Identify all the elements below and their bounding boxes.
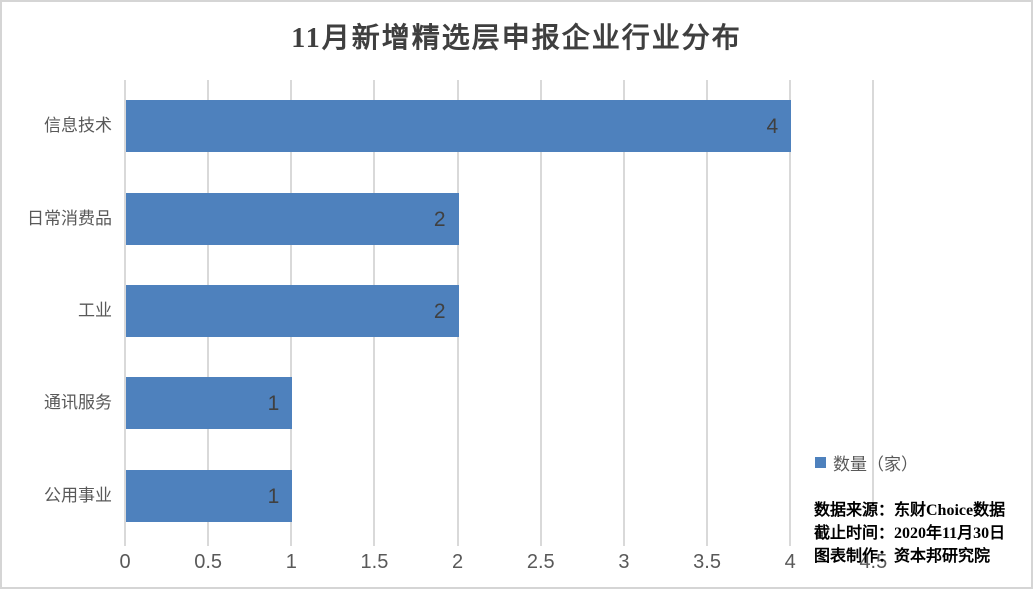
legend: 数量（家） (815, 450, 918, 475)
gridline (622, 80, 625, 546)
bar (126, 285, 459, 337)
footnote-line-author: 图表制作：资本邦研究院 (814, 548, 991, 565)
footnote-background (808, 505, 1010, 575)
legend-marker-icon (815, 457, 826, 468)
x-tick-label: 4 (784, 551, 796, 573)
chart-title: 11月新增精选层申报企业行业分布 (291, 23, 742, 54)
x-tick-label: 4.5 (859, 551, 888, 573)
footnote-line-source: 数据来源：东财Choice数据 (814, 502, 1006, 519)
gridline (124, 80, 126, 546)
category-label: 日常消费品 (27, 208, 112, 228)
x-tick-label: 2 (452, 551, 464, 573)
x-tick-label: 0 (119, 551, 131, 573)
gridline (539, 80, 542, 546)
footnote-line-date: 截止时间：2020年11月30日 (814, 525, 1006, 542)
value-label: 2 (433, 207, 446, 231)
category-label: 工业 (78, 301, 112, 320)
footnote: 数据来源：东财Choice数据 截止时间：2020年11月30日 图表制作：资本… (814, 499, 1005, 568)
x-tick-label: 1 (285, 551, 297, 573)
bar (126, 100, 792, 153)
x-tick-label: 1.5 (360, 551, 389, 573)
category-label: 信息技术 (44, 116, 112, 136)
category-label: 通讯服务 (44, 393, 112, 413)
x-tick-label: 2.5 (526, 551, 555, 573)
x-tick-label: 3 (618, 551, 630, 573)
gridline (789, 80, 792, 546)
gridline (706, 80, 709, 546)
bar (126, 469, 293, 522)
bar (126, 377, 293, 430)
category-label: 公用事业 (44, 485, 112, 505)
bar (126, 192, 459, 245)
value-label: 1 (267, 484, 280, 508)
x-tick-label: 3.5 (693, 551, 721, 573)
value-label: 1 (267, 392, 280, 416)
value-label: 2 (433, 300, 446, 323)
gridline (872, 80, 875, 546)
x-tick-label: 0.5 (194, 551, 223, 573)
value-label: 4 (766, 115, 779, 139)
legend-label: 数量（家） (833, 455, 918, 474)
